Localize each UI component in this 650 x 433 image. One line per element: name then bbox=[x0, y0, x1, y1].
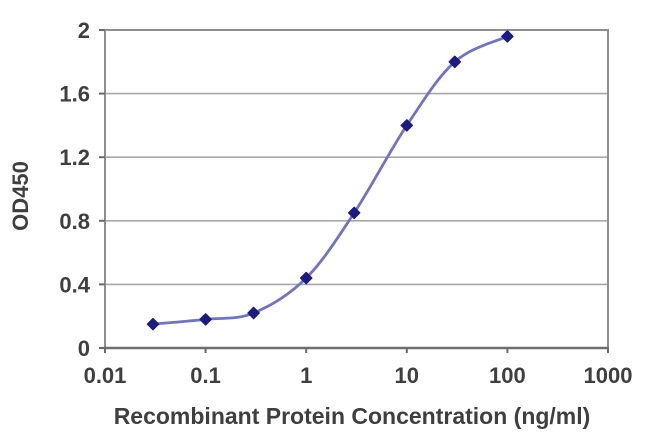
y-tick-label: 0.8 bbox=[59, 209, 90, 234]
y-tick-label: 2 bbox=[78, 18, 90, 43]
x-tick-label: 0.1 bbox=[190, 363, 221, 388]
data-point-marker bbox=[199, 313, 212, 326]
data-point-marker bbox=[448, 55, 462, 69]
y-tick-label: 1.2 bbox=[59, 145, 90, 170]
data-point-marker bbox=[347, 206, 361, 220]
data-point-marker bbox=[247, 306, 260, 320]
data-point-marker bbox=[501, 30, 514, 43]
x-tick-label: 100 bbox=[489, 363, 526, 388]
y-tick-label: 0.4 bbox=[59, 272, 90, 297]
data-line bbox=[151, 34, 509, 326]
x-tick-label: 10 bbox=[395, 363, 419, 388]
x-tick-label: 1000 bbox=[584, 363, 633, 388]
x-tick-label: 1 bbox=[300, 363, 312, 388]
x-axis-title: Recombinant Protein Concentration (ng/ml… bbox=[113, 403, 591, 429]
data-point-marker bbox=[299, 271, 313, 285]
y-axis-title: OD450 bbox=[8, 161, 33, 231]
y-tick-label: 1.6 bbox=[59, 82, 90, 107]
data-point-marker bbox=[146, 317, 160, 331]
y-tick-label: 0 bbox=[78, 336, 90, 361]
plot-frame bbox=[104, 29, 609, 349]
data-point-marker bbox=[400, 119, 414, 132]
x-tick-label: 0.01 bbox=[84, 363, 127, 388]
